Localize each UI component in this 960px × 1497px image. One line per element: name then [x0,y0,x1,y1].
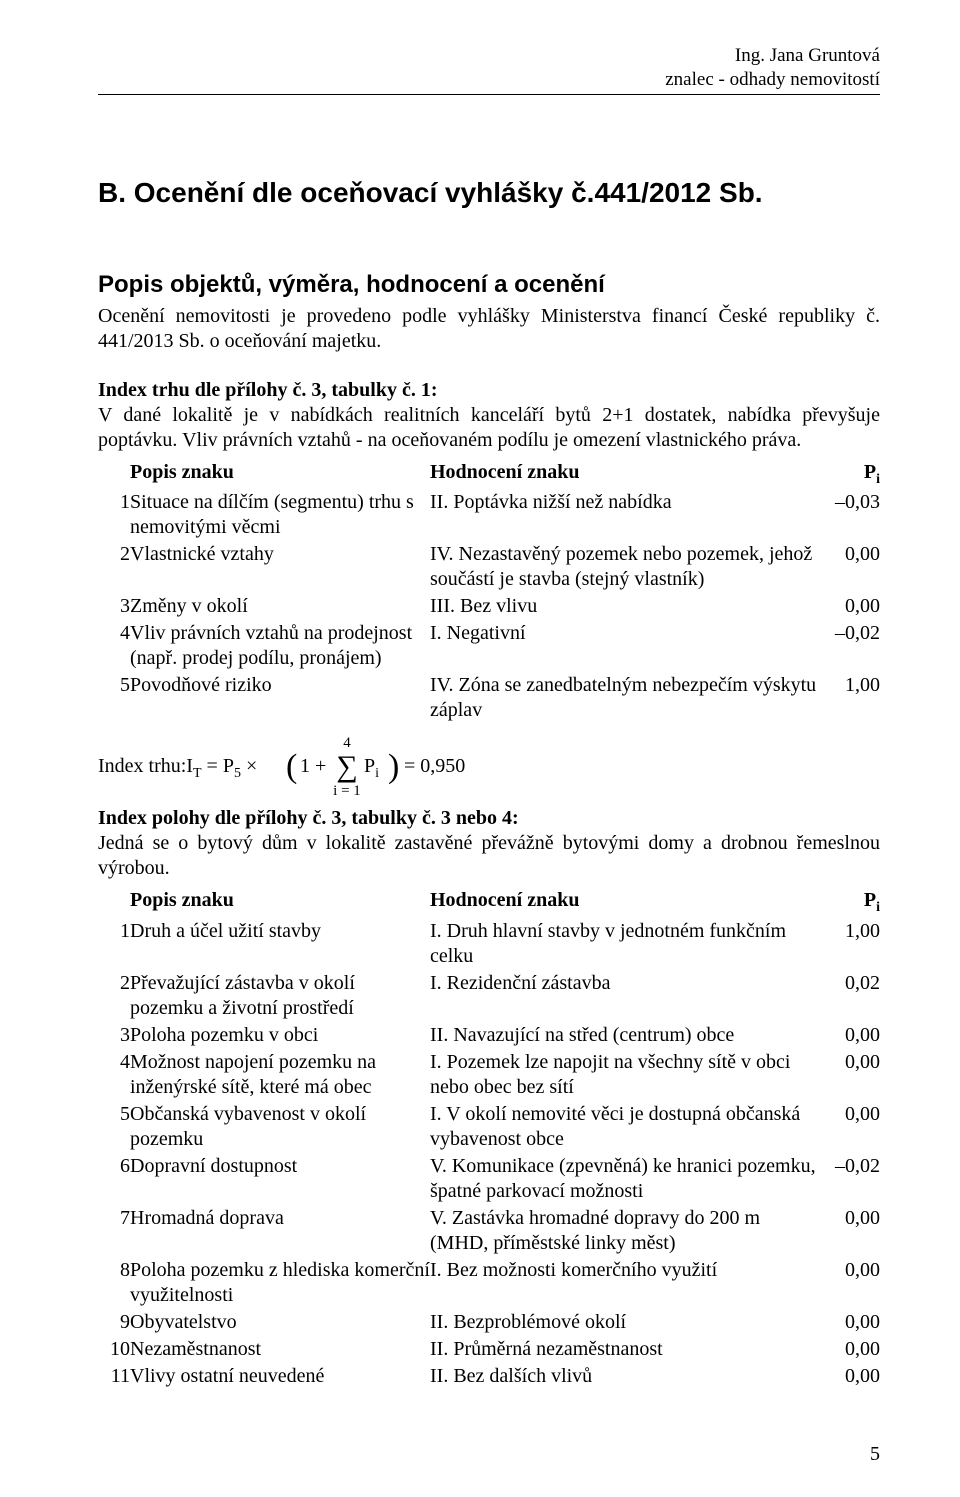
intro-paragraph: Ocenění nemovitosti je provedeno podle v… [98,304,880,354]
table-row: 10NezaměstnanostII. Průměrná nezaměstnan… [98,1336,880,1363]
index-polohy-note: Jedná se o bytový dům v lokalitě zastavě… [98,831,880,881]
table-row: 2Převažující zástavba v okolí pozemku a … [98,970,880,1022]
index-polohy-table: Popis znaku Hodnocení znaku Pi 1Druh a ú… [98,887,880,1390]
header-name: Ing. Jana Gruntová [98,44,880,68]
header-role: znalec - odhady nemovitostí [98,68,880,92]
col-eval: Hodnocení znaku [430,887,820,918]
index-trhu-note: V dané lokalitě je v nabídkách realitníc… [98,403,880,453]
index-polohy-heading: Index polohy dle přílohy č. 3, tabulky č… [98,806,880,831]
col-desc: Popis znaku [130,887,430,918]
table-row: 5Občanská vybavenost v okolí pozemkuI. V… [98,1101,880,1153]
table-row: 1Druh a účel užití stavbyI. Druh hlavní … [98,918,880,970]
table-row: 2Vlastnické vztahyIV. Nezastavěný pozeme… [98,541,880,593]
page-title: B. Ocenění dle oceňovací vyhlášky č.441/… [98,175,880,210]
table-row: 8Poloha pozemku z hlediska komerční využ… [98,1257,880,1309]
header-rule [98,94,880,95]
table-row: 5Povodňové rizikoIV. Zóna se zanedbateln… [98,672,880,724]
table-row: 3Poloha pozemku v obciII. Navazující na … [98,1022,880,1049]
col-desc: Popis znaku [130,459,430,490]
page-number: 5 [870,1442,880,1467]
index-trhu-formula: Index trhu:IT = P5 × ( 1 + 4 ∑ i = 1 Pi … [98,734,880,800]
table-row: 4Vliv právních vztahů na prodejnost (nap… [98,620,880,672]
col-val: Pi [820,887,880,918]
col-val: Pi [820,459,880,490]
index-trhu-table: Popis znaku Hodnocení znaku Pi 1Situace … [98,459,880,725]
table-row: 1Situace na dílčím (segmentu) trhu s nem… [98,489,880,541]
index-trhu-heading: Index trhu dle přílohy č. 3, tabulky č. … [98,378,880,403]
table-row: 6Dopravní dostupnostV. Komunikace (zpevn… [98,1153,880,1205]
table-row: 4Možnost napojení pozemku na inženýrské … [98,1049,880,1101]
col-eval: Hodnocení znaku [430,459,820,490]
table-head-row: Popis znaku Hodnocení znaku Pi [98,887,880,918]
section-subtitle: Popis objektů, výměra, hodnocení a oceně… [98,270,880,300]
table-row: 11Vlivy ostatní neuvedenéII. Bez dalších… [98,1363,880,1390]
table-row: 3Změny v okolíIII. Bez vlivu0,00 [98,593,880,620]
table-head-row: Popis znaku Hodnocení znaku Pi [98,459,880,490]
table-row: 9ObyvatelstvoII. Bezproblémové okolí0,00 [98,1309,880,1336]
header: Ing. Jana Gruntová znalec - odhady nemov… [98,44,880,95]
table-row: 7Hromadná dopravaV. Zastávka hromadné do… [98,1205,880,1257]
